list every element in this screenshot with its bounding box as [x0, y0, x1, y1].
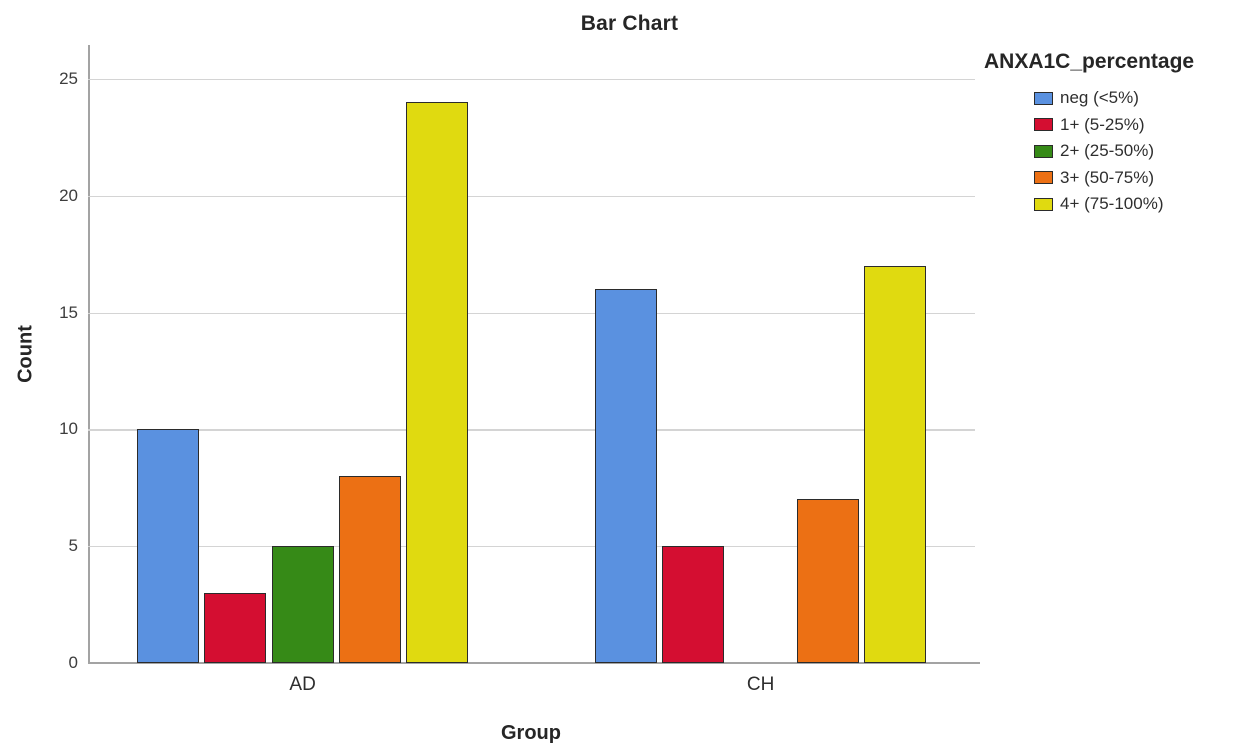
gridline: [88, 546, 975, 548]
legend-swatch-icon: [1034, 171, 1053, 185]
legend-title: ANXA1C_percentage: [984, 50, 1195, 73]
legend: ANXA1C_percentage neg (<5%) 1+ (5-25%) 2+ …: [984, 50, 1256, 218]
bar-ad-series-2: [271, 546, 334, 663]
legend-item-0: neg (<5%): [1034, 85, 1256, 112]
legend-item-3: 3+ (50-75%): [1034, 165, 1256, 192]
legend-swatch-icon: [1034, 144, 1053, 158]
legend-item-2: 2+ (25-50%): [1034, 138, 1256, 165]
bar-ad-series-4: [406, 102, 469, 663]
gridline: [88, 312, 975, 314]
legend-entries: neg (<5%) 1+ (5-25%) 2+ (25-50%) 3+ (50-75%…: [1034, 85, 1256, 218]
gridline: [88, 195, 975, 197]
x-category-label-ad: AD: [289, 674, 316, 695]
bar-ch-series-1: [662, 546, 725, 663]
y-tick-label: 5: [68, 536, 78, 556]
y-tick-label: 0: [68, 653, 78, 672]
bar-ch-series-3: [796, 499, 859, 663]
legend-item-label: neg (<5%): [1060, 88, 1139, 108]
y-tick-label: 10: [59, 419, 78, 439]
bar-ch-series-0: [595, 289, 657, 663]
legend-swatch-icon: [1034, 91, 1053, 105]
y-axis-line: [88, 45, 90, 663]
legend-item-label: 1+ (5-25%): [1060, 114, 1145, 134]
legend-item-label: 2+ (25-50%): [1060, 141, 1155, 161]
plot-area: [88, 45, 975, 663]
legend-swatch-icon: [1034, 197, 1053, 211]
chart-title: Bar Chart: [580, 12, 679, 35]
x-axis-line: [88, 662, 980, 664]
bar-ad-series-3: [338, 476, 401, 663]
y-axis-title: Count: [14, 325, 37, 383]
bar-ad-series-1: [204, 592, 267, 663]
y-tick-label: 20: [59, 185, 78, 205]
gridline: [88, 429, 975, 431]
x-axis-title: Group: [501, 722, 561, 744]
legend-item-label: 4+ (75-100%): [1060, 194, 1164, 214]
x-category-label-ch: CH: [746, 674, 775, 695]
gridline: [88, 79, 975, 81]
legend-item-4: 4+ (75-100%): [1034, 191, 1256, 218]
bar-ch-series-4: [864, 265, 927, 663]
legend-item-1: 1+ (5-25%): [1034, 112, 1256, 139]
legend-item-label: 3+ (50-75%): [1060, 167, 1155, 187]
bar-ad-series-0: [137, 429, 199, 663]
y-tick-label: 15: [59, 302, 78, 322]
legend-swatch-icon: [1034, 118, 1053, 132]
y-tick-label: 25: [59, 69, 78, 88]
